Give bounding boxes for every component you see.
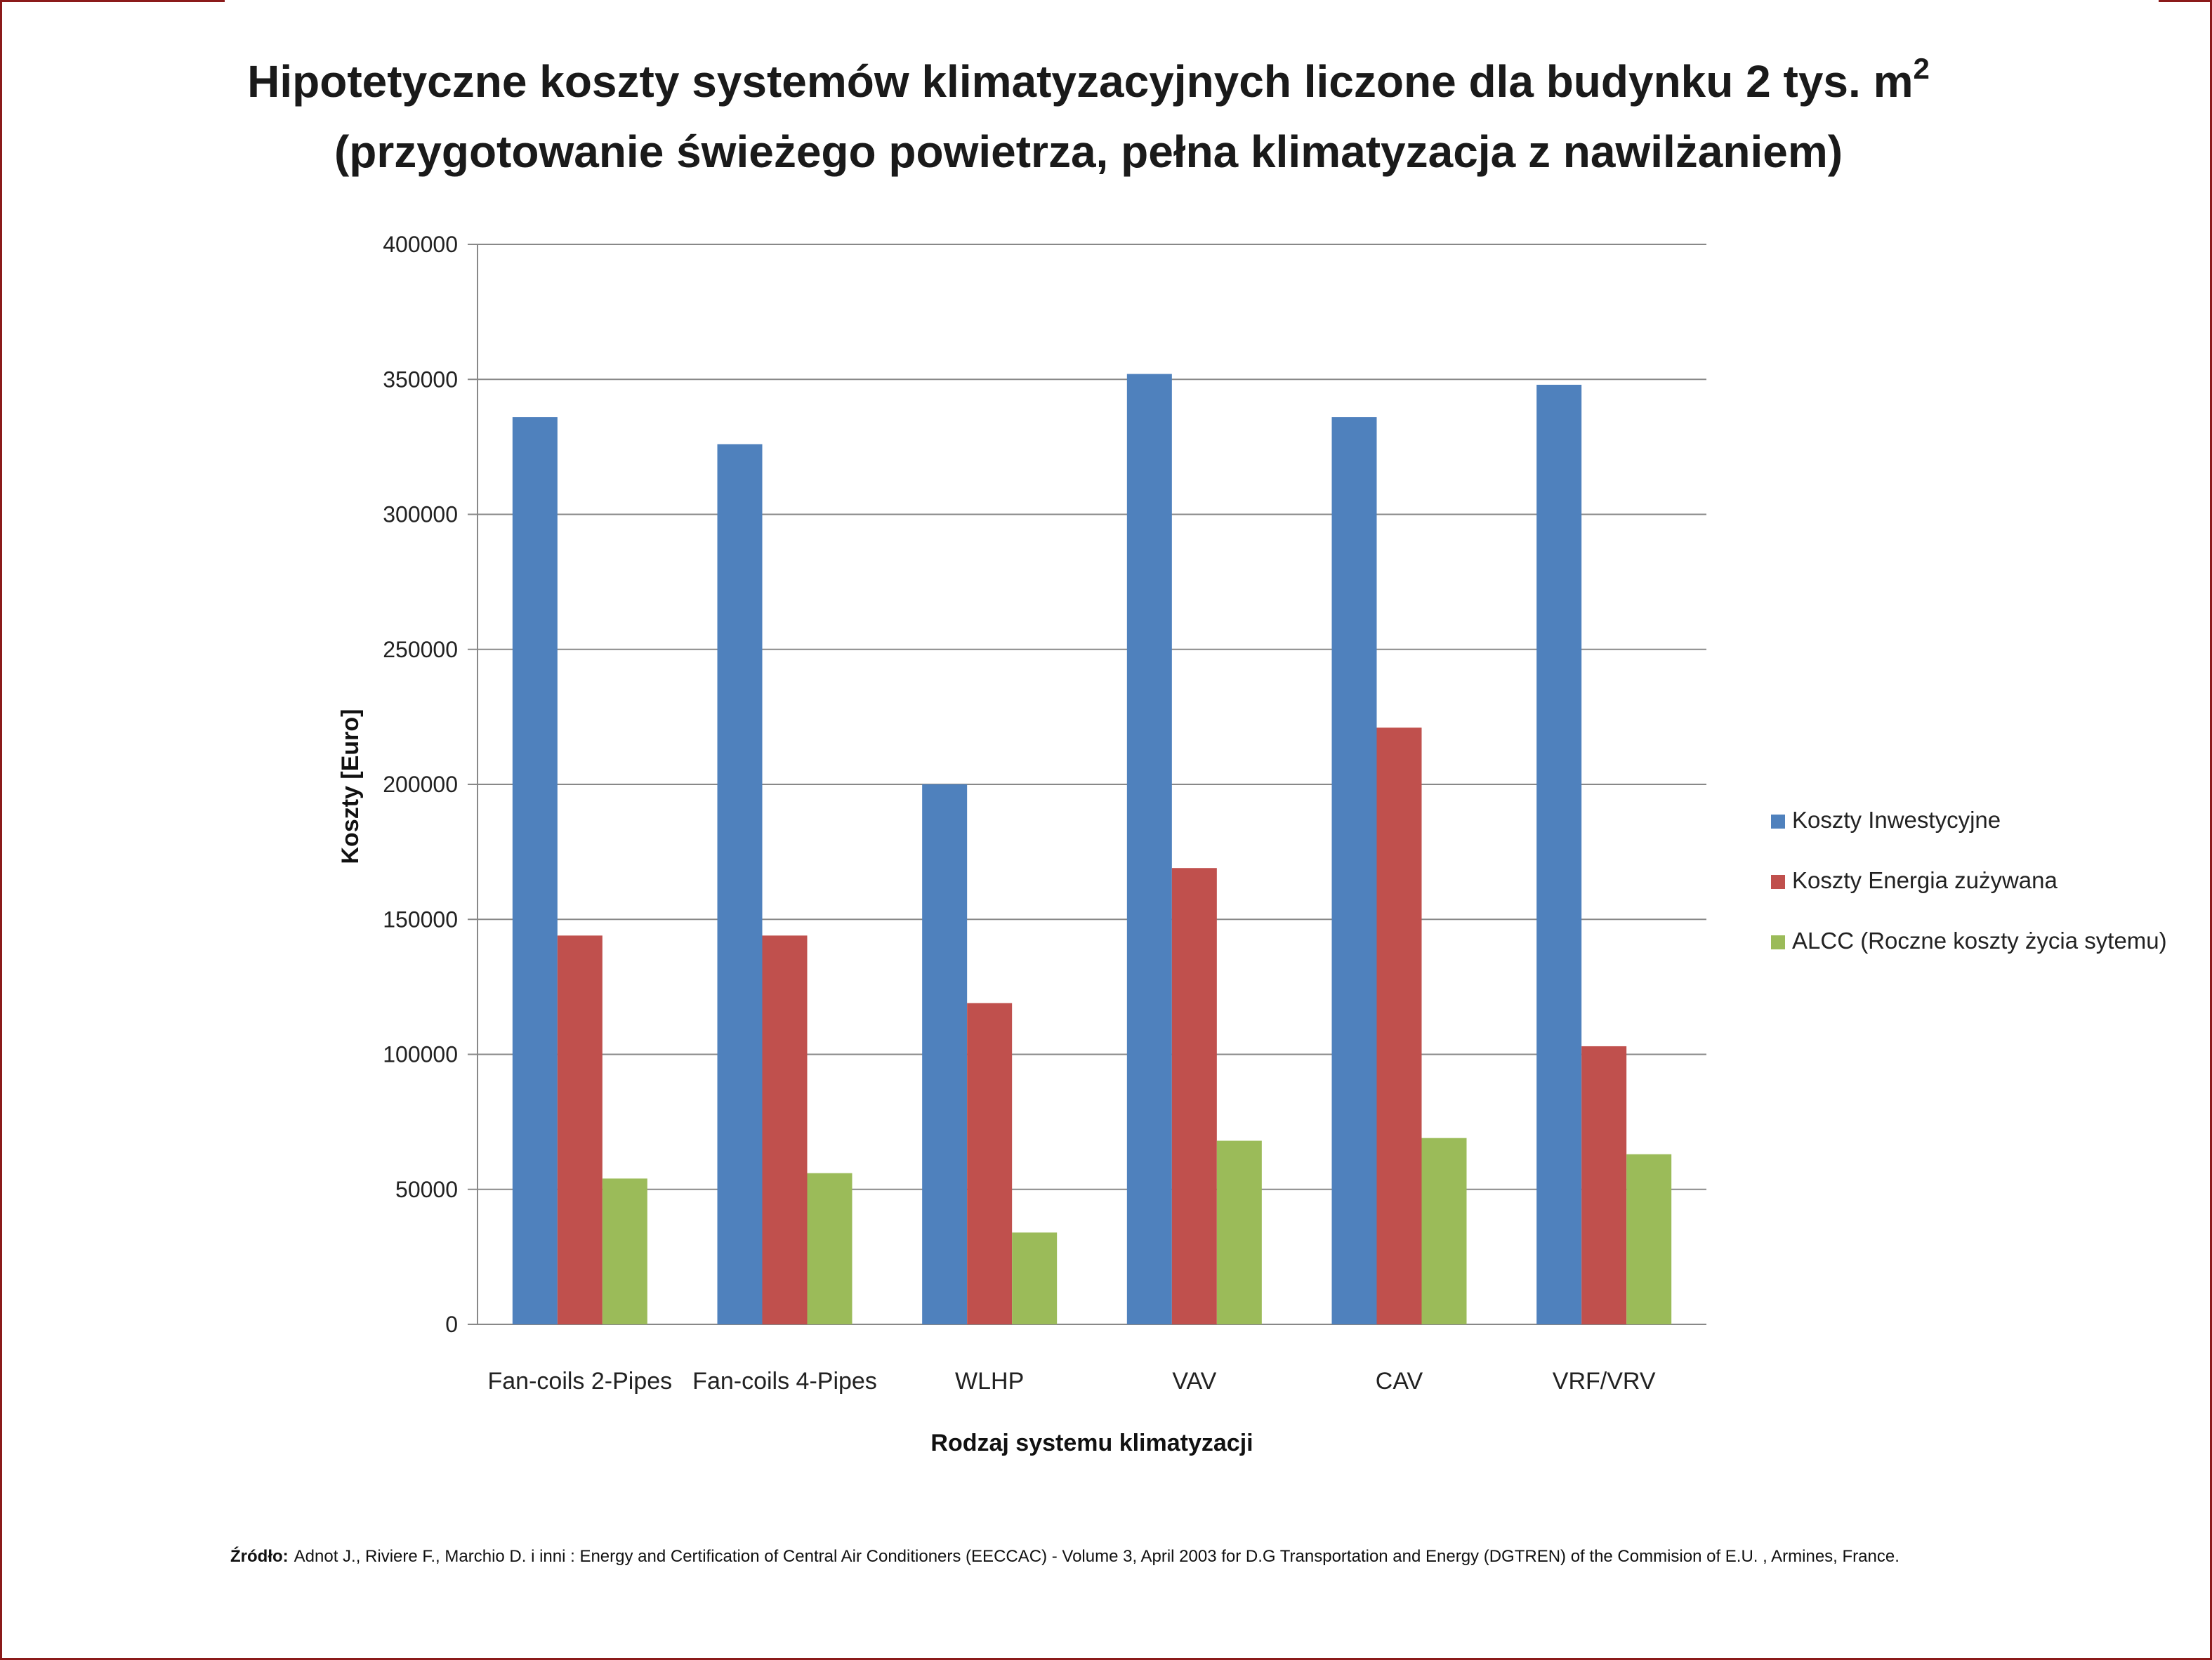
- bar-alcc: [602, 1178, 647, 1324]
- legend-label: ALCC (Roczne koszty życia sytemu): [1792, 928, 2167, 954]
- legend-swatch: [1771, 935, 1785, 949]
- bar-alcc: [1626, 1154, 1672, 1324]
- bar-alcc: [1216, 1140, 1262, 1324]
- y-tick-label: 50000: [395, 1177, 458, 1202]
- bar-investment: [922, 784, 968, 1324]
- y-tick-label: 150000: [383, 907, 458, 932]
- legend-swatch: [1771, 875, 1785, 889]
- slide-border-top-left: [0, 0, 225, 2]
- chart-title-superscript: 2: [1913, 52, 1929, 85]
- bar-energy: [762, 935, 808, 1324]
- slide-border-top-right: [2159, 0, 2212, 2]
- y-tick-label: 400000: [383, 232, 458, 257]
- bar-investment: [717, 444, 763, 1324]
- bar-energy: [1171, 868, 1217, 1324]
- bar-energy: [557, 935, 603, 1324]
- x-axis-categories: Fan-coils 2-Pipes Fan-coils 4-Pipes WLHP VA…: [488, 1368, 1656, 1395]
- bar-investment: [1536, 384, 1582, 1325]
- legend-label: Koszty Inwestycyjne: [1792, 807, 2001, 833]
- x-tick-label: Fan-coils 4-Pipes: [692, 1368, 877, 1395]
- slide-border-bottom: [0, 1658, 2212, 1660]
- x-tick-label: VRF/VRV: [1553, 1368, 1656, 1395]
- bar-alcc: [1421, 1138, 1467, 1324]
- y-tick-label: 300000: [383, 502, 458, 527]
- chart-title-line2: (przygotowanie świeżego powietrza, pełna…: [334, 126, 1843, 177]
- bars: [512, 374, 1672, 1325]
- bar-investment: [1126, 374, 1172, 1324]
- chart-title-line1-text: Hipotetyczne koszty systemów klimatyzacy…: [247, 56, 1913, 107]
- bar-investment: [1331, 417, 1377, 1324]
- y-tick-label: 0: [445, 1312, 458, 1337]
- gridlines: [468, 244, 1706, 1325]
- x-tick-label: Fan-coils 2-Pipes: [488, 1368, 673, 1395]
- source-text: Adnot J., Riviere F., Marchio D. i inni …: [294, 1547, 1900, 1566]
- source-label: Źródło:: [230, 1546, 289, 1566]
- y-tick-label: 350000: [383, 367, 458, 392]
- bar-energy: [1376, 727, 1422, 1324]
- bar-energy: [967, 1003, 1013, 1324]
- bar-alcc: [807, 1173, 852, 1324]
- bar-energy: [1581, 1046, 1627, 1324]
- chart-title-line1: Hipotetyczne koszty systemów klimatyzacy…: [247, 52, 1930, 107]
- x-tick-label: CAV: [1376, 1368, 1423, 1395]
- slide-border-left: [0, 0, 2, 1660]
- bar-investment: [512, 417, 558, 1324]
- legend-label: Koszty Energia zużywana: [1792, 867, 2058, 893]
- y-axis-ticks: 0 50000 100000 150000 200000 250000 300000 3500…: [383, 232, 458, 1337]
- y-tick-label: 200000: [383, 772, 458, 797]
- y-tick-label: 100000: [383, 1042, 458, 1067]
- slide-border-right: [2210, 0, 2212, 1660]
- legend: Koszty Inwestycyjne Koszty Energia zużywa…: [1771, 807, 2167, 954]
- y-tick-label: 250000: [383, 637, 458, 662]
- x-tick-label: WLHP: [955, 1368, 1024, 1395]
- legend-swatch: [1771, 815, 1785, 829]
- x-axis-label: Rodzaj systemu klimatyzacji: [930, 1430, 1253, 1456]
- bar-alcc: [1012, 1232, 1058, 1324]
- y-axis-label: Koszty [Euro]: [337, 709, 364, 864]
- source-note: Źródło: Adnot J., Riviere F., Marchio D. …: [230, 1546, 1900, 1566]
- x-tick-label: VAV: [1172, 1368, 1216, 1395]
